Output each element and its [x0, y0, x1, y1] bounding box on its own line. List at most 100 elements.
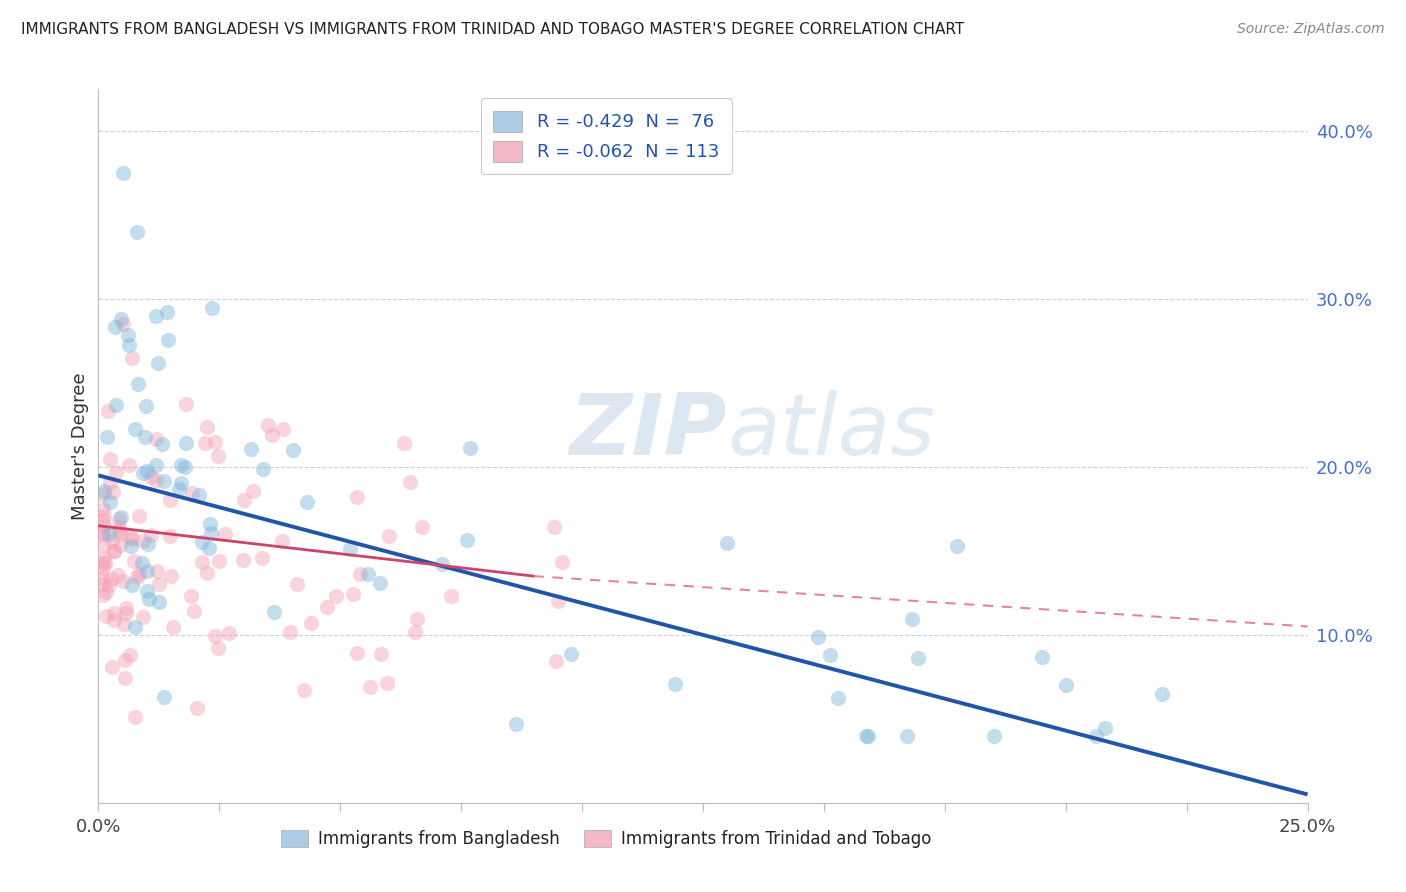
- Point: [103, 613, 125, 627]
- Point: [855, 729, 877, 743]
- Point: [183, 604, 205, 618]
- Point: [547, 594, 569, 608]
- Point: [456, 533, 478, 548]
- Point: [399, 475, 422, 490]
- Point: [440, 589, 463, 603]
- Point: [807, 630, 830, 644]
- Point: [346, 490, 368, 504]
- Point: [339, 542, 361, 557]
- Point: [195, 566, 218, 580]
- Point: [292, 683, 315, 698]
- Point: [91, 570, 114, 584]
- Point: [117, 327, 139, 342]
- Point: [135, 464, 157, 478]
- Point: [135, 399, 157, 413]
- Point: [124, 554, 146, 568]
- Text: IMMIGRANTS FROM BANGLADESH VS IMMIGRANTS FROM TRINIDAD AND TOBAGO MASTER'S DEGRE: IMMIGRANTS FROM BANGLADESH VS IMMIGRANTS…: [21, 22, 965, 37]
- Point: [180, 486, 202, 500]
- Point: [716, 535, 738, 549]
- Point: [128, 566, 150, 581]
- Point: [120, 530, 142, 544]
- Point: [98, 526, 121, 541]
- Point: [107, 511, 129, 525]
- Point: [111, 574, 134, 588]
- Point: [232, 493, 254, 508]
- Text: ZIP: ZIP: [569, 390, 727, 474]
- Point: [105, 465, 128, 479]
- Point: [156, 304, 179, 318]
- Point: [983, 729, 1005, 743]
- Point: [132, 534, 155, 549]
- Point: [121, 351, 143, 365]
- Point: [204, 629, 226, 643]
- Point: [100, 476, 122, 491]
- Point: [96, 430, 118, 444]
- Point: [91, 557, 114, 571]
- Point: [411, 520, 433, 534]
- Point: [186, 701, 208, 715]
- Point: [232, 553, 254, 567]
- Point: [191, 535, 214, 549]
- Point: [191, 555, 214, 569]
- Point: [94, 556, 117, 570]
- Point: [544, 654, 567, 668]
- Point: [93, 518, 115, 533]
- Point: [200, 525, 222, 540]
- Point: [104, 319, 127, 334]
- Point: [110, 312, 132, 326]
- Point: [901, 612, 924, 626]
- Point: [278, 625, 301, 640]
- Point: [180, 589, 202, 603]
- Point: [114, 606, 136, 620]
- Point: [664, 677, 686, 691]
- Point: [405, 612, 427, 626]
- Point: [375, 676, 398, 690]
- Point: [1031, 649, 1053, 664]
- Point: [159, 492, 181, 507]
- Point: [543, 519, 565, 533]
- Point: [118, 458, 141, 472]
- Point: [93, 538, 115, 552]
- Point: [174, 460, 197, 475]
- Point: [169, 458, 191, 472]
- Point: [295, 495, 318, 509]
- Point: [110, 510, 132, 524]
- Point: [145, 474, 167, 488]
- Point: [346, 646, 368, 660]
- Point: [404, 625, 426, 640]
- Point: [242, 483, 264, 498]
- Point: [560, 647, 582, 661]
- Point: [91, 487, 114, 501]
- Point: [201, 301, 224, 315]
- Point: [136, 584, 159, 599]
- Point: [214, 526, 236, 541]
- Point: [194, 436, 217, 450]
- Point: [114, 653, 136, 667]
- Point: [91, 561, 114, 575]
- Point: [157, 333, 180, 347]
- Point: [145, 309, 167, 323]
- Text: Source: ZipAtlas.com: Source: ZipAtlas.com: [1237, 22, 1385, 37]
- Point: [858, 729, 880, 743]
- Point: [127, 376, 149, 391]
- Point: [1085, 729, 1108, 743]
- Point: [208, 554, 231, 568]
- Point: [118, 648, 141, 663]
- Point: [174, 435, 197, 450]
- Point: [283, 443, 305, 458]
- Point: [271, 533, 294, 548]
- Point: [160, 569, 183, 583]
- Point: [108, 524, 131, 538]
- Point: [93, 508, 115, 523]
- Point: [91, 526, 114, 541]
- Point: [124, 422, 146, 436]
- Point: [103, 543, 125, 558]
- Point: [134, 430, 156, 444]
- Point: [174, 396, 197, 410]
- Point: [153, 690, 176, 704]
- Point: [101, 660, 124, 674]
- Point: [91, 513, 114, 527]
- Point: [378, 529, 401, 543]
- Point: [91, 502, 114, 516]
- Point: [124, 710, 146, 724]
